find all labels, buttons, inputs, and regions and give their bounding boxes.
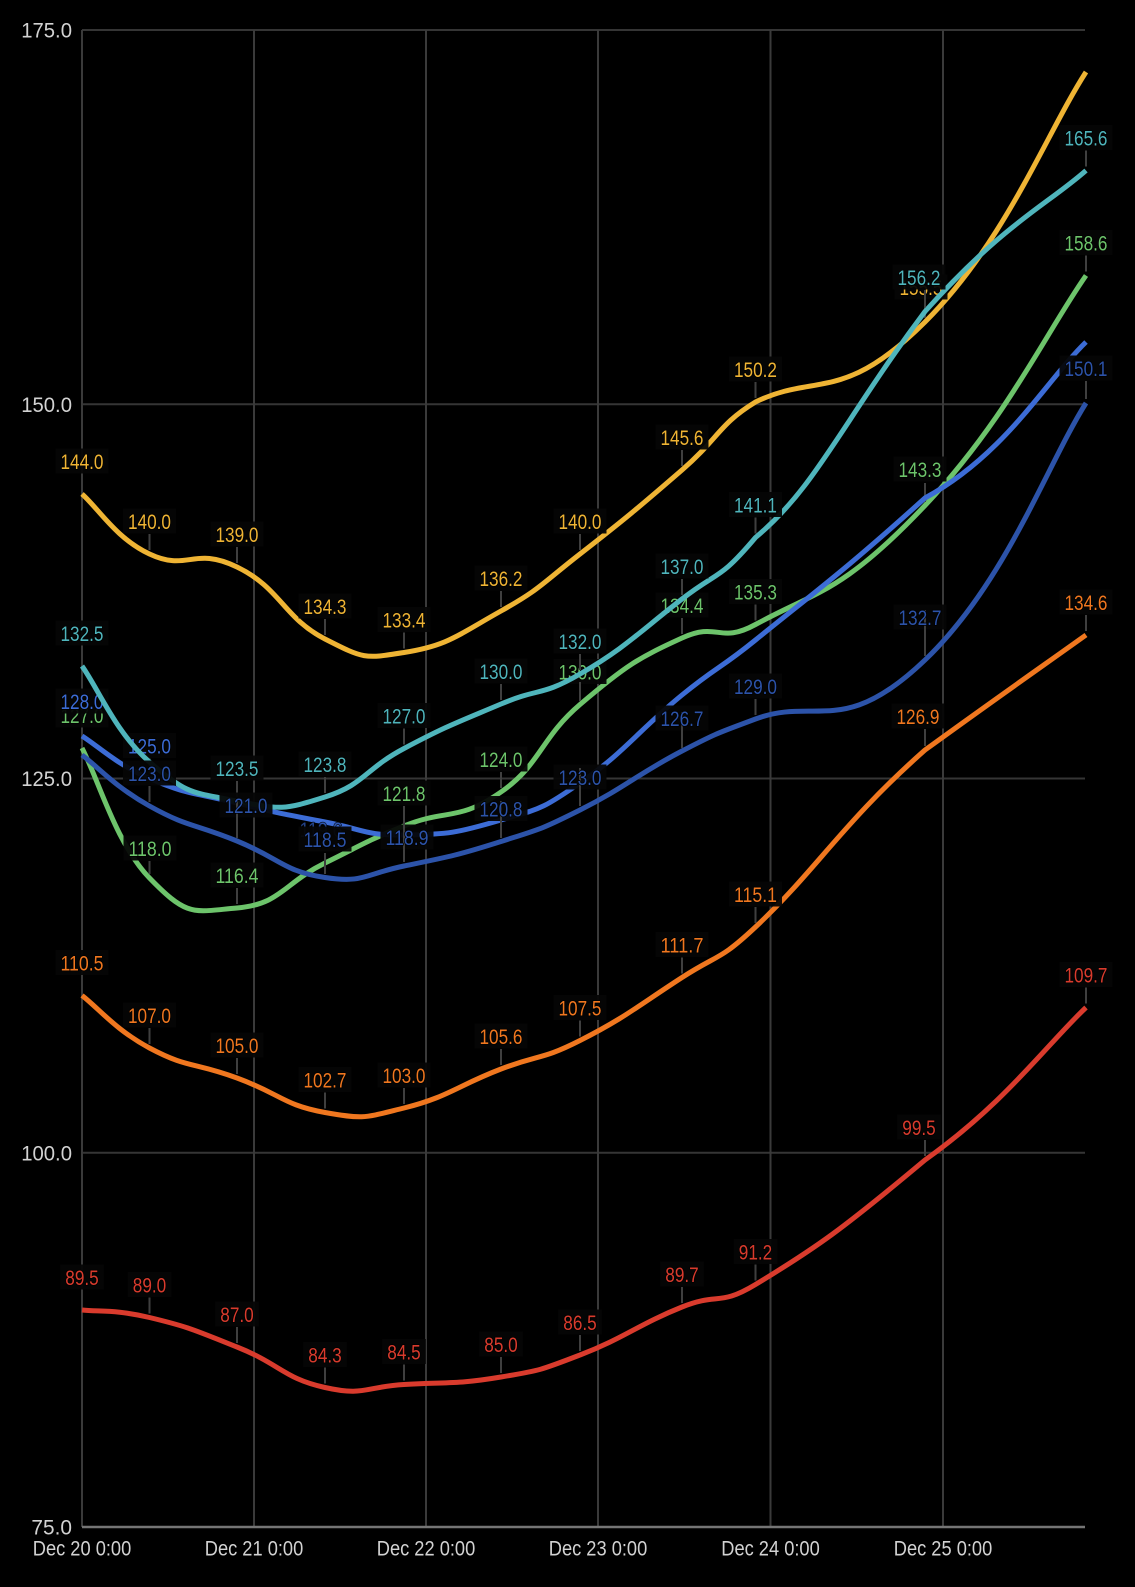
- svg-text:91.2: 91.2: [739, 1240, 773, 1264]
- svg-text:134.3: 134.3: [304, 595, 347, 619]
- svg-text:126.9: 126.9: [897, 705, 940, 729]
- svg-text:75.0: 75.0: [31, 1517, 72, 1540]
- svg-text:111.7: 111.7: [661, 933, 704, 957]
- svg-text:129.0: 129.0: [734, 675, 777, 699]
- svg-text:102.7: 102.7: [304, 1068, 347, 1092]
- svg-text:144.0: 144.0: [61, 450, 104, 474]
- svg-text:165.6: 165.6: [1065, 126, 1108, 150]
- svg-text:100.0: 100.0: [21, 1142, 72, 1165]
- svg-text:135.3: 135.3: [734, 580, 777, 604]
- svg-text:150.2: 150.2: [734, 358, 777, 382]
- svg-text:150.1: 150.1: [1065, 357, 1108, 381]
- svg-text:123.0: 123.0: [559, 766, 602, 790]
- svg-text:85.0: 85.0: [484, 1333, 518, 1357]
- svg-text:132.0: 132.0: [559, 630, 602, 654]
- svg-text:136.2: 136.2: [480, 567, 523, 591]
- svg-text:87.0: 87.0: [220, 1303, 254, 1327]
- svg-text:150.0: 150.0: [21, 394, 72, 417]
- svg-text:123.5: 123.5: [216, 757, 259, 781]
- svg-text:133.4: 133.4: [383, 608, 426, 632]
- svg-text:156.2: 156.2: [898, 266, 941, 290]
- svg-text:124.0: 124.0: [480, 748, 523, 772]
- svg-text:139.0: 139.0: [216, 523, 259, 547]
- svg-text:89.0: 89.0: [133, 1273, 167, 1297]
- svg-text:116.4: 116.4: [216, 864, 259, 888]
- svg-text:127.0: 127.0: [383, 704, 426, 728]
- svg-text:105.0: 105.0: [216, 1034, 259, 1058]
- svg-text:120.8: 120.8: [480, 797, 523, 821]
- svg-text:128.0: 128.0: [61, 690, 104, 714]
- svg-text:107.5: 107.5: [559, 996, 602, 1020]
- svg-text:140.0: 140.0: [128, 510, 171, 534]
- svg-text:84.3: 84.3: [308, 1343, 342, 1367]
- svg-text:105.6: 105.6: [480, 1025, 523, 1049]
- svg-text:141.1: 141.1: [734, 493, 777, 517]
- svg-text:110.5: 110.5: [61, 951, 104, 975]
- svg-text:134.6: 134.6: [1065, 591, 1108, 615]
- svg-text:134.4: 134.4: [661, 594, 704, 618]
- svg-text:86.5: 86.5: [563, 1311, 597, 1335]
- svg-text:118.0: 118.0: [129, 837, 172, 861]
- svg-text:132.5: 132.5: [61, 622, 104, 646]
- svg-text:132.7: 132.7: [899, 606, 942, 630]
- svg-text:99.5: 99.5: [902, 1116, 936, 1140]
- svg-text:118.5: 118.5: [304, 828, 347, 852]
- svg-text:89.5: 89.5: [65, 1266, 99, 1290]
- svg-text:Dec 24 0:00: Dec 24 0:00: [721, 1537, 820, 1560]
- svg-text:89.7: 89.7: [665, 1263, 699, 1287]
- svg-text:Dec 21 0:00: Dec 21 0:00: [205, 1537, 304, 1560]
- svg-text:109.7: 109.7: [1065, 963, 1108, 987]
- svg-text:115.1: 115.1: [734, 883, 777, 907]
- svg-text:Dec 23 0:00: Dec 23 0:00: [549, 1537, 648, 1560]
- svg-text:Dec 20 0:00: Dec 20 0:00: [33, 1537, 132, 1560]
- svg-text:Dec 22 0:00: Dec 22 0:00: [377, 1537, 476, 1560]
- svg-text:Dec 25 0:00: Dec 25 0:00: [894, 1537, 993, 1560]
- svg-text:143.3: 143.3: [899, 458, 942, 482]
- svg-text:140.0: 140.0: [559, 510, 602, 534]
- svg-text:118.9: 118.9: [386, 826, 429, 850]
- svg-text:126.7: 126.7: [661, 707, 704, 731]
- svg-text:84.5: 84.5: [387, 1340, 421, 1364]
- svg-text:125.0: 125.0: [21, 768, 72, 791]
- svg-text:145.6: 145.6: [661, 426, 704, 450]
- svg-text:130.0: 130.0: [480, 660, 523, 684]
- svg-text:103.0: 103.0: [383, 1064, 426, 1088]
- svg-text:123.0: 123.0: [128, 762, 171, 786]
- svg-text:107.0: 107.0: [128, 1004, 171, 1028]
- svg-text:123.8: 123.8: [304, 753, 347, 777]
- svg-text:121.8: 121.8: [383, 782, 426, 806]
- svg-text:121.0: 121.0: [225, 794, 268, 818]
- svg-text:175.0: 175.0: [21, 20, 72, 43]
- svg-text:158.6: 158.6: [1065, 231, 1108, 255]
- svg-text:137.0: 137.0: [661, 555, 704, 579]
